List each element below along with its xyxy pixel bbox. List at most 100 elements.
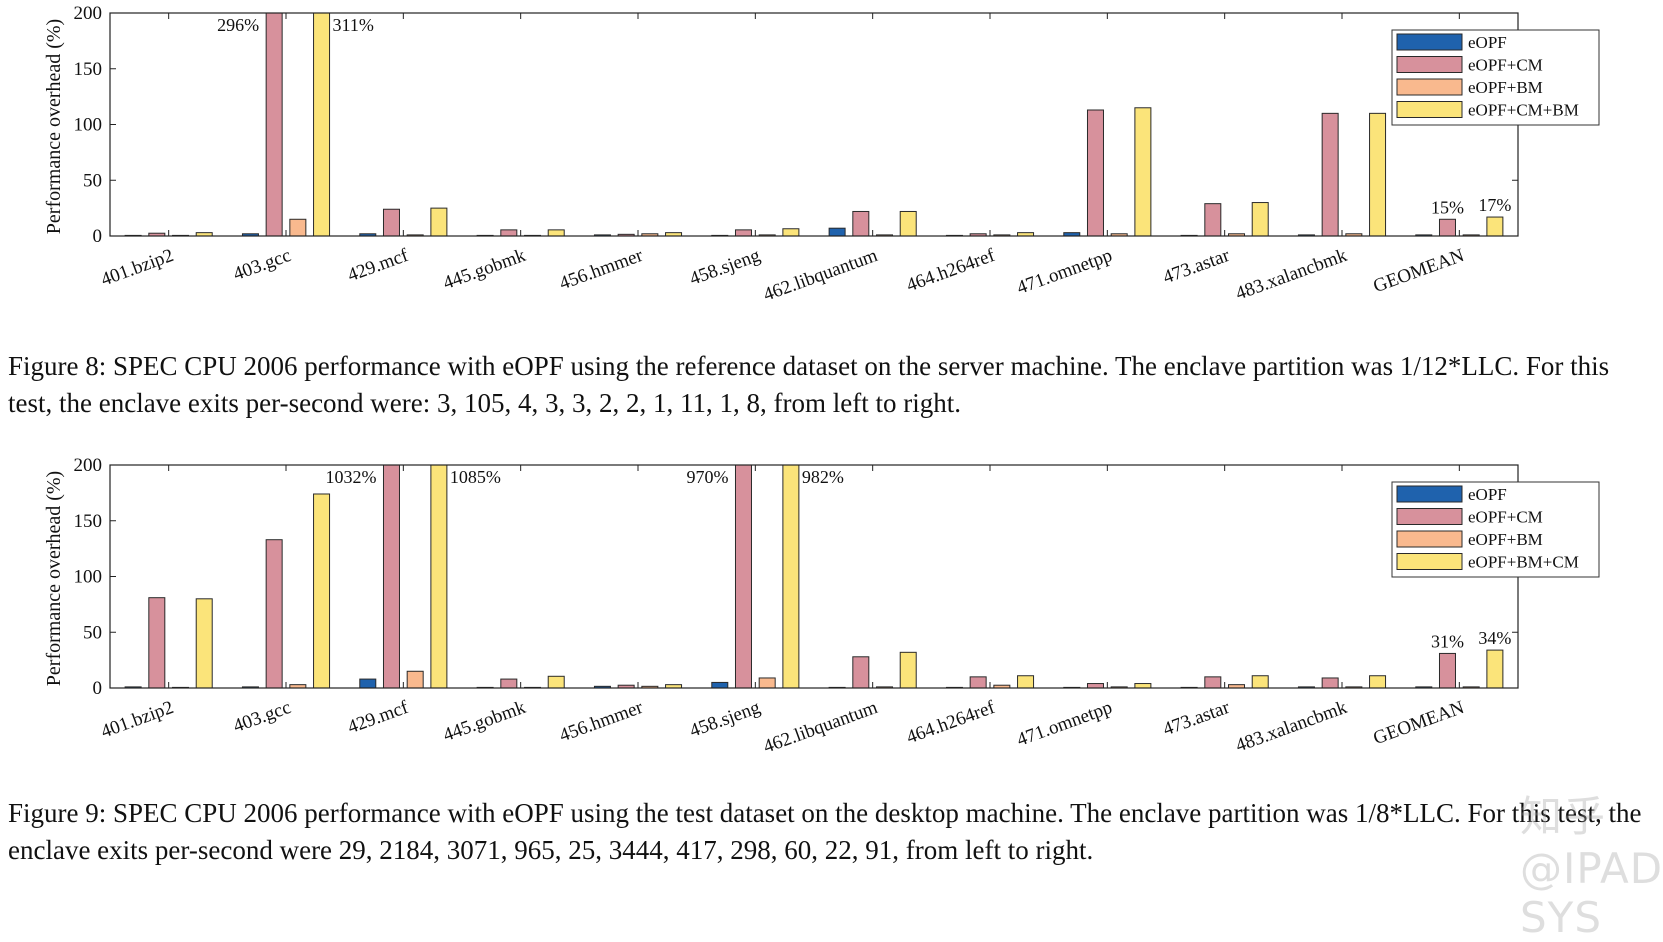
- bar-429-mcf-eopf-cm: [382, 464, 400, 689]
- bar-403-gcc-eopf-bm: [289, 218, 307, 237]
- figure-9-caption: Figure 9: SPEC CPU 2006 performance with…: [8, 798, 1642, 865]
- annotation-geomean-eopf-cm: 15%: [1431, 197, 1464, 217]
- legend-label-eopf-cm: eOPF+CM: [1468, 56, 1543, 75]
- bar-458-sjeng-eopf: [711, 681, 729, 689]
- legend-swatch-eopf-cm: [1396, 508, 1463, 525]
- annotation-429-mcf-eopf-bm-cm: 1085%: [450, 467, 501, 487]
- bar-403-gcc-eopf-bm-cm: [313, 493, 331, 689]
- bar-geomean-eopf-cm: [1438, 652, 1456, 689]
- legend-swatch-eopf-bm: [1396, 78, 1463, 96]
- x-tick-label-483-xalancbmk: 483.xalancbmk: [1233, 245, 1350, 305]
- bar-401-bzip2-eopf-bm-cm: [195, 598, 213, 689]
- annotation-geomean-eopf-bm-cm: 34%: [1478, 628, 1511, 648]
- bar-464-h264ref-eopf-bm-cm: [1017, 675, 1035, 689]
- legend-swatch-eopf-cm-bm: [1396, 101, 1463, 118]
- bar-483-xalancbmk-eopf-cm-bm: [1369, 112, 1387, 237]
- legend: eOPF eOPF+CM eOPF+BM eOPF+CM+BM: [1391, 29, 1600, 126]
- x-tick-label-456-hmmer: 456.hmmer: [557, 697, 647, 747]
- y-tick-label: 100: [74, 567, 103, 588]
- bar-445-gobmk-eopf-bm-cm: [547, 675, 565, 689]
- bar-429-mcf-eopf: [359, 678, 377, 689]
- bar-429-mcf-eopf-cm: [382, 208, 400, 237]
- bar-445-gobmk-eopf-cm: [500, 678, 518, 689]
- bar-geomean-eopf-cm-bm: [1486, 216, 1504, 237]
- y-tick-label: 50: [83, 622, 102, 643]
- y-tick-label: 0: [93, 678, 103, 699]
- annotation-429-mcf-eopf-cm: 1032%: [325, 467, 376, 487]
- bar-473-astar-eopf-bm-cm: [1251, 675, 1269, 689]
- bar-462-libquantum-eopf-bm-cm: [899, 651, 917, 689]
- legend-label-eopf: eOPF: [1468, 485, 1507, 504]
- bar-462-libquantum-eopf: [828, 227, 846, 237]
- legend-label-eopf: eOPF: [1468, 33, 1507, 52]
- x-tick-label-458-sjeng: 458.sjeng: [687, 697, 764, 742]
- x-tick-label-464-h264ref: 464.h264ref: [904, 245, 999, 297]
- x-tick-label-geomean: GEOMEAN: [1371, 245, 1468, 297]
- y-tick-label: 100: [74, 115, 103, 136]
- bar-429-mcf-eopf-cm-bm: [430, 207, 448, 237]
- x-tick-label-458-sjeng: 458.sjeng: [687, 245, 764, 290]
- x-tick-label-471-omnetpp: 471.omnetpp: [1014, 697, 1115, 751]
- figure-8-caption: Figure 8: SPEC CPU 2006 performance with…: [8, 351, 1610, 418]
- bar-471-omnetpp-eopf-bm-cm: [1134, 683, 1152, 689]
- bar-458-sjeng-eopf-bm: [758, 677, 776, 689]
- plot-background: [110, 465, 1518, 688]
- legend-swatch-eopf: [1396, 485, 1463, 503]
- legend-swatch-eopf: [1396, 33, 1463, 51]
- x-tick-label-geomean: GEOMEAN: [1371, 697, 1468, 749]
- legend-swatch-eopf-bm-cm: [1396, 553, 1463, 570]
- x-tick-label-462-libquantum: 462.libquantum: [761, 245, 881, 306]
- bar-403-gcc-eopf-cm: [265, 12, 283, 237]
- x-tick-label-456-hmmer: 456.hmmer: [557, 245, 647, 295]
- legend-label-eopf-cm: eOPF+CM: [1468, 508, 1543, 527]
- bar-429-mcf-eopf-bm: [406, 670, 424, 689]
- bar-403-gcc-eopf-cm-bm: [313, 12, 331, 237]
- y-tick-label: 0: [93, 226, 103, 247]
- bar-464-h264ref-eopf-cm: [969, 676, 987, 689]
- x-tick-label-403-gcc: 403.gcc: [230, 697, 293, 737]
- legend-label-eopf-bm: eOPF+BM: [1468, 78, 1543, 97]
- figure-9-chart: 0 50 100 150 200 Performance overhead (%) 401.…: [43, 455, 1600, 758]
- bar-458-sjeng-eopf-cm: [734, 229, 752, 237]
- bar-483-xalancbmk-eopf-cm: [1321, 677, 1339, 689]
- y-tick-label: 150: [74, 59, 103, 80]
- bar-445-gobmk-eopf-cm: [500, 229, 518, 237]
- x-tick-label-401-bzip2: 401.bzip2: [98, 245, 176, 291]
- x-tick-label-462-libquantum: 462.libquantum: [761, 697, 881, 758]
- legend-swatch-eopf-bm: [1396, 530, 1463, 548]
- bar-473-astar-eopf-cm: [1204, 203, 1222, 237]
- legend-label-eopf-bm-cm: eOPF+BM+CM: [1468, 553, 1579, 572]
- y-tick-label: 200: [74, 455, 103, 476]
- legend-label-eopf-bm: eOPF+BM: [1468, 530, 1543, 549]
- y-tick-label: 50: [83, 170, 102, 191]
- plot-background: [110, 13, 1518, 236]
- x-tick-label-483-xalancbmk: 483.xalancbmk: [1233, 697, 1350, 757]
- x-tick-label-401-bzip2: 401.bzip2: [98, 697, 176, 743]
- x-tick-label-429-mcf: 429.mcf: [345, 697, 412, 738]
- bar-471-omnetpp-eopf-cm: [1086, 109, 1104, 237]
- annotation-403-gcc-eopf-cm: 296%: [217, 15, 259, 35]
- bar-458-sjeng-eopf-bm-cm: [782, 464, 800, 689]
- x-tick-label-473-astar: 473.astar: [1160, 697, 1233, 741]
- bar-429-mcf-eopf-bm-cm: [430, 464, 448, 689]
- annotation-geomean-eopf-cm-bm: 17%: [1478, 195, 1511, 215]
- bar-403-gcc-eopf-cm: [265, 539, 283, 689]
- bar-geomean-eopf-bm-cm: [1486, 649, 1504, 689]
- annotation-458-sjeng-eopf-cm: 970%: [686, 467, 728, 487]
- x-tick-label-429-mcf: 429.mcf: [345, 245, 412, 286]
- bar-471-omnetpp-eopf-cm: [1086, 683, 1104, 689]
- y-axis-label: Performance overhead (%): [43, 471, 65, 686]
- bar-462-libquantum-eopf-cm: [852, 210, 870, 237]
- bar-483-xalancbmk-eopf-cm: [1321, 112, 1339, 237]
- bar-462-libquantum-eopf-cm: [852, 656, 870, 689]
- x-tick-label-464-h264ref: 464.h264ref: [904, 697, 999, 749]
- y-axis-label: Performance overhead (%): [43, 19, 65, 234]
- figure-8-chart: 0 50 100 150 200 Performance overhead (%) 401.…: [43, 3, 1600, 306]
- annotation-458-sjeng-eopf-bm-cm: 982%: [802, 467, 844, 487]
- y-tick-label: 200: [74, 3, 103, 24]
- x-tick-label-445-gobmk: 445.gobmk: [440, 245, 528, 294]
- bar-458-sjeng-eopf-cm: [734, 464, 752, 689]
- bar-473-astar-eopf-cm: [1204, 676, 1222, 689]
- x-tick-label-403-gcc: 403.gcc: [230, 245, 293, 285]
- bar-471-omnetpp-eopf-cm-bm: [1134, 107, 1152, 237]
